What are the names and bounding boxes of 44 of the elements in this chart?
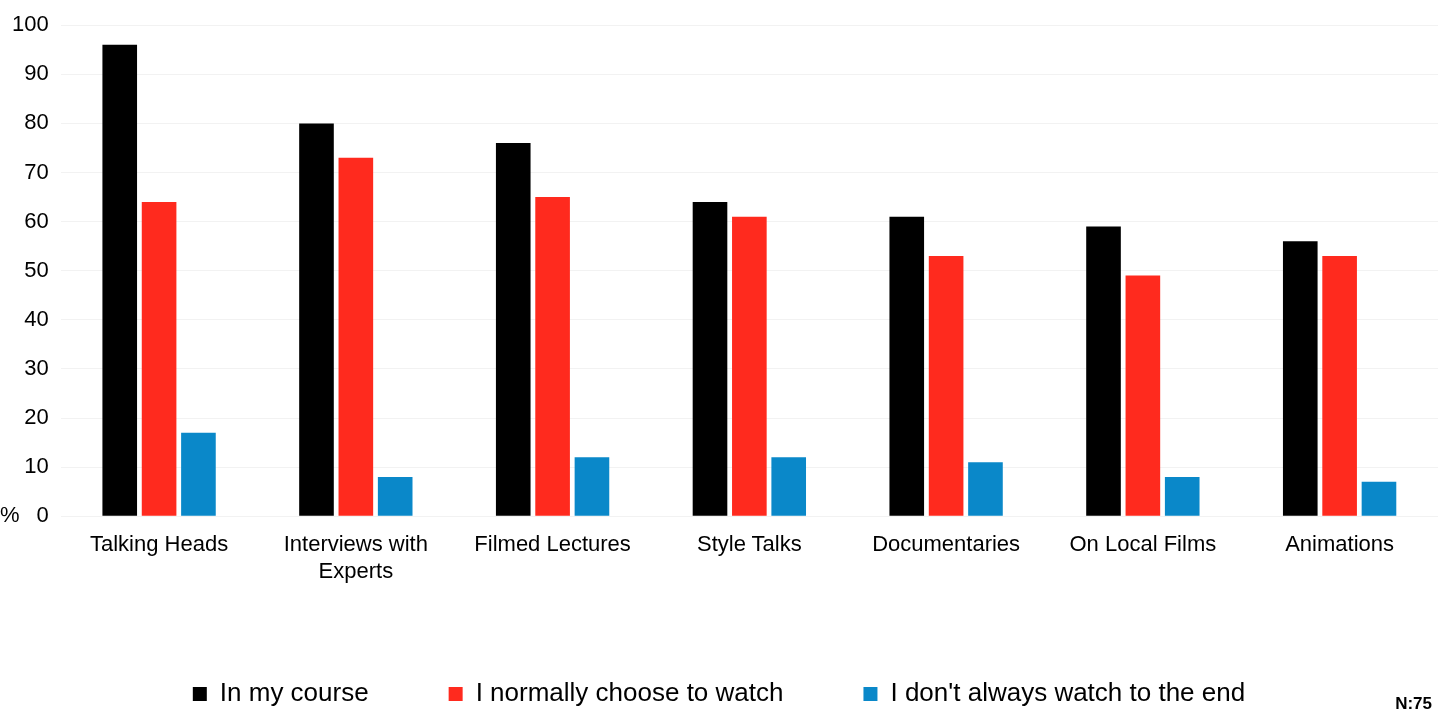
x-tick-label: On Local Films <box>1069 531 1217 557</box>
x-tick-label: Filmed Lectures <box>474 531 631 557</box>
y-tick-label: 80 <box>24 109 49 135</box>
bar <box>181 432 216 516</box>
y-tick-label: 60 <box>24 207 49 233</box>
bar <box>299 123 334 516</box>
bar <box>1125 275 1161 516</box>
x-tick-label: Documentaries <box>872 531 1021 557</box>
y-tick-label: 50 <box>24 256 49 282</box>
bar <box>102 44 138 516</box>
bar <box>1086 226 1121 516</box>
legend-label: I normally choose to watch <box>475 677 784 708</box>
x-tick-label: Talking Heads <box>89 531 229 557</box>
bar <box>495 143 531 516</box>
y-tick-label: 0 <box>36 502 49 528</box>
y-tick-label: 70 <box>24 158 49 184</box>
bar <box>1164 476 1200 516</box>
bar <box>141 201 177 516</box>
bar <box>1282 241 1318 516</box>
y-tick-label: 20 <box>24 404 49 430</box>
bar <box>928 255 964 516</box>
bar <box>968 462 1003 516</box>
bar <box>771 457 807 516</box>
x-tick-label: Style Talks <box>696 531 802 557</box>
bar <box>535 197 570 516</box>
legend-label: I don't always watch to the end <box>890 677 1246 708</box>
bar <box>732 216 767 516</box>
text: N:75 <box>1395 693 1432 713</box>
x-tick-label: Animations <box>1285 531 1395 557</box>
y-axis-title: % <box>0 502 20 528</box>
y-tick-label: 40 <box>24 305 49 331</box>
bar <box>377 476 413 516</box>
x-tick-label: Interviews with Experts <box>283 531 428 583</box>
y-tick-label: 90 <box>24 60 49 86</box>
bar <box>692 201 728 516</box>
y-tick-label: 100 <box>11 11 49 37</box>
y-tick-label: 10 <box>24 453 49 479</box>
legend-label: In my course <box>219 677 369 708</box>
bar <box>574 457 610 516</box>
y-tick-label: 30 <box>24 354 49 380</box>
bar <box>1361 481 1397 516</box>
bar <box>889 216 925 516</box>
bar <box>338 157 374 516</box>
bar <box>1322 255 1357 516</box>
